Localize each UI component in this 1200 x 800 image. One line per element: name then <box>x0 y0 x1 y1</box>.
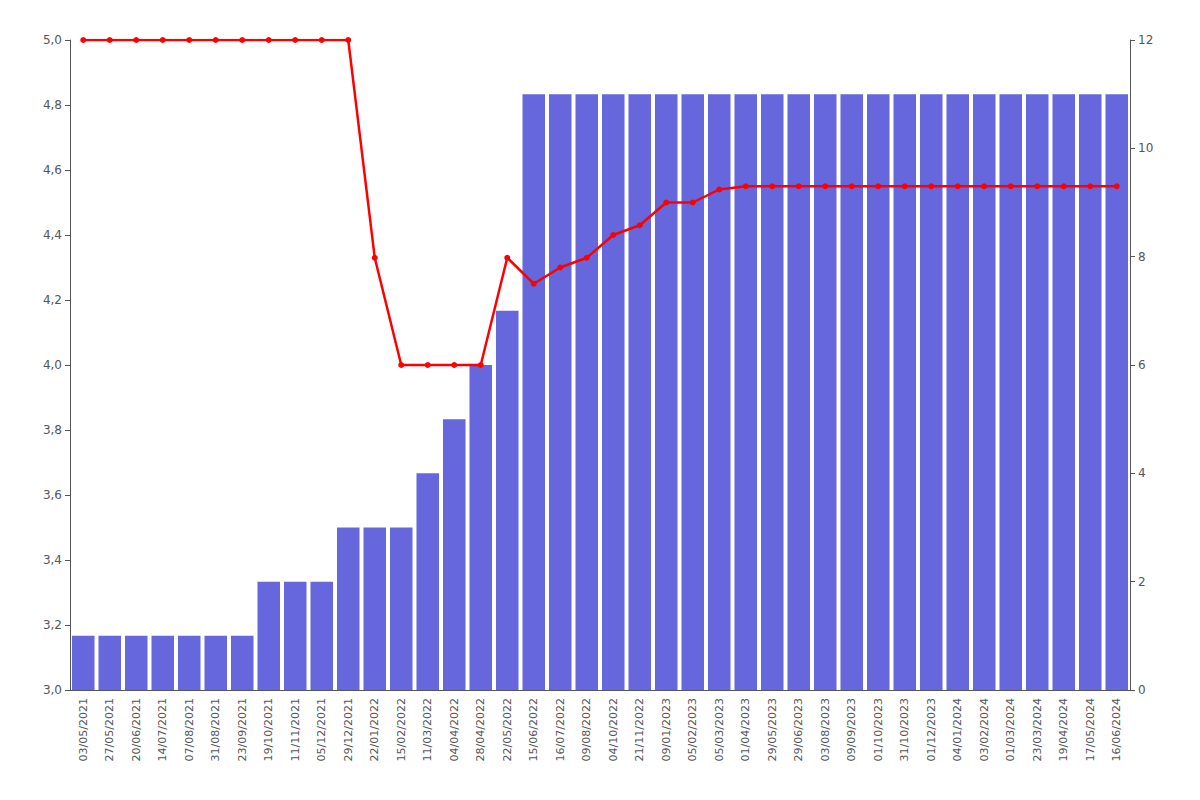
svg-text:19/10/2021: 19/10/2021 <box>262 698 275 761</box>
svg-text:22/05/2022: 22/05/2022 <box>501 698 514 761</box>
svg-text:31/10/2023: 31/10/2023 <box>898 698 911 761</box>
svg-text:12: 12 <box>1138 33 1153 47</box>
svg-text:3,0: 3,0 <box>43 683 62 697</box>
svg-text:04/01/2024: 04/01/2024 <box>951 698 964 761</box>
svg-text:14/07/2021: 14/07/2021 <box>156 698 169 761</box>
svg-text:03/02/2024: 03/02/2024 <box>978 698 991 761</box>
svg-text:03/08/2023: 03/08/2023 <box>819 698 832 761</box>
svg-text:04/04/2022: 04/04/2022 <box>448 698 461 761</box>
svg-text:20/06/2021: 20/06/2021 <box>130 698 143 761</box>
svg-text:05/03/2023: 05/03/2023 <box>713 698 726 761</box>
svg-text:05/12/2021: 05/12/2021 <box>315 698 328 761</box>
svg-text:28/04/2022: 28/04/2022 <box>474 698 487 761</box>
svg-text:03/05/2021: 03/05/2021 <box>77 698 90 761</box>
svg-text:16/07/2022: 16/07/2022 <box>554 698 567 761</box>
svg-text:09/09/2023: 09/09/2023 <box>845 698 858 761</box>
svg-text:01/04/2023: 01/04/2023 <box>739 698 752 761</box>
svg-text:04/10/2022: 04/10/2022 <box>607 698 620 761</box>
svg-text:4,2: 4,2 <box>43 293 62 307</box>
svg-text:5,0: 5,0 <box>43 33 62 47</box>
svg-text:05/02/2023: 05/02/2023 <box>686 698 699 761</box>
svg-text:3,6: 3,6 <box>43 488 62 502</box>
svg-text:16/06/2024: 16/06/2024 <box>1110 698 1123 761</box>
svg-text:01/03/2024: 01/03/2024 <box>1004 698 1017 761</box>
svg-text:4,6: 4,6 <box>43 163 62 177</box>
svg-text:3,8: 3,8 <box>43 423 62 437</box>
svg-text:11/03/2022: 11/03/2022 <box>421 698 434 761</box>
svg-text:4,0: 4,0 <box>43 358 62 372</box>
svg-text:21/11/2022: 21/11/2022 <box>633 698 646 761</box>
svg-text:4,8: 4,8 <box>43 98 62 112</box>
svg-text:15/06/2022: 15/06/2022 <box>527 698 540 761</box>
svg-text:17/05/2024: 17/05/2024 <box>1084 698 1097 761</box>
svg-text:22/01/2022: 22/01/2022 <box>368 698 381 761</box>
svg-text:07/08/2021: 07/08/2021 <box>183 698 196 761</box>
svg-text:4: 4 <box>1138 466 1146 480</box>
svg-text:09/01/2023: 09/01/2023 <box>660 698 673 761</box>
svg-text:31/08/2021: 31/08/2021 <box>209 698 222 761</box>
svg-text:09/08/2022: 09/08/2022 <box>580 698 593 761</box>
svg-text:11/11/2021: 11/11/2021 <box>289 698 302 761</box>
svg-text:10: 10 <box>1138 141 1153 155</box>
svg-text:19/04/2024: 19/04/2024 <box>1057 698 1070 761</box>
svg-text:15/02/2022: 15/02/2022 <box>395 698 408 761</box>
svg-text:29/06/2023: 29/06/2023 <box>792 698 805 761</box>
svg-text:27/05/2021: 27/05/2021 <box>103 698 116 761</box>
svg-text:8: 8 <box>1138 250 1146 264</box>
svg-text:23/09/2021: 23/09/2021 <box>236 698 249 761</box>
svg-text:29/05/2023: 29/05/2023 <box>766 698 779 761</box>
svg-text:01/12/2023: 01/12/2023 <box>925 698 938 761</box>
svg-text:3,2: 3,2 <box>43 618 62 632</box>
svg-text:2: 2 <box>1138 575 1146 589</box>
svg-text:29/12/2021: 29/12/2021 <box>342 698 355 761</box>
svg-text:3,4: 3,4 <box>43 553 62 567</box>
svg-text:01/10/2023: 01/10/2023 <box>872 698 885 761</box>
svg-text:23/03/2024: 23/03/2024 <box>1031 698 1044 761</box>
svg-text:0: 0 <box>1138 683 1146 697</box>
svg-text:6: 6 <box>1138 358 1146 372</box>
svg-text:4,4: 4,4 <box>43 228 62 242</box>
